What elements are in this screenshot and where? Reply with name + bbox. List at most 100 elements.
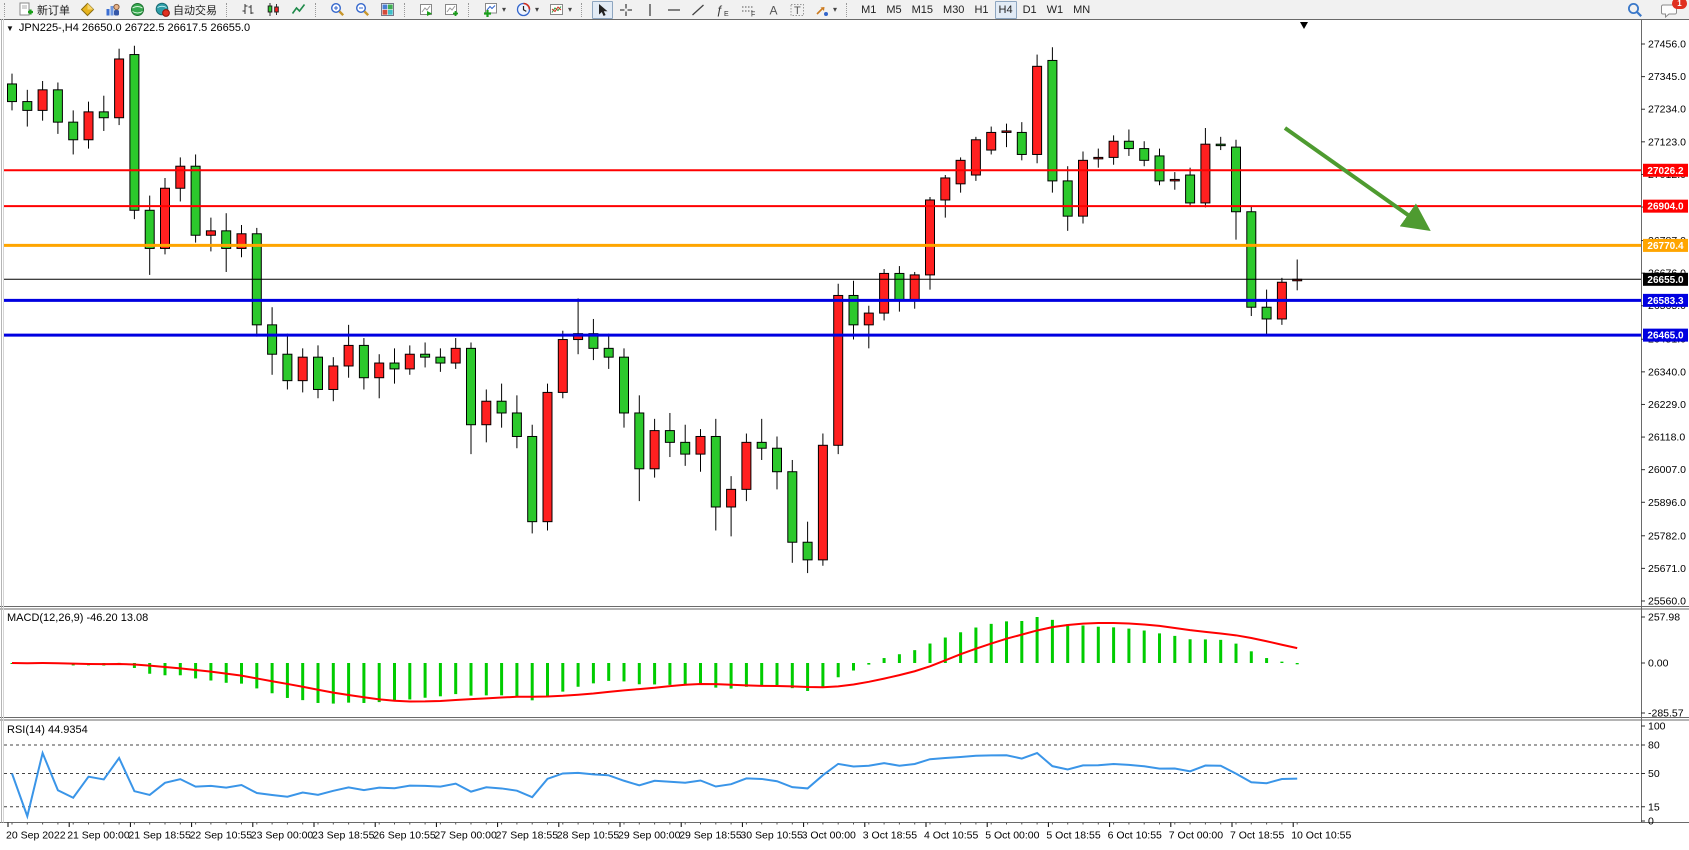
- candle: [420, 353, 431, 358]
- toolbar-separator: [581, 2, 588, 17]
- svg-text:3 Oct 18:55: 3 Oct 18:55: [863, 830, 917, 842]
- indicator-list-icon: [80, 2, 95, 17]
- text-button[interactable]: A: [763, 1, 784, 19]
- svg-text:26118.0: 26118.0: [1648, 432, 1685, 444]
- tile-windows-button[interactable]: [376, 1, 399, 19]
- price-badge: [1643, 163, 1688, 177]
- svg-text:25782.0: 25782.0: [1648, 530, 1686, 542]
- svg-text:27 Sep 18:55: 27 Sep 18:55: [496, 830, 559, 842]
- crosshair-button[interactable]: [615, 1, 637, 19]
- vertical-line-button[interactable]: [639, 1, 661, 19]
- candlestick-chart-button[interactable]: [262, 1, 285, 19]
- candle: [726, 488, 737, 508]
- zoom-out-button[interactable]: [351, 1, 374, 19]
- candle: [603, 347, 614, 358]
- macd-axis[interactable]: 257.98 0.00 -285.57: [1641, 612, 1684, 720]
- svg-text:10 Oct 10:55: 10 Oct 10:55: [1291, 830, 1351, 842]
- channel-button[interactable]: F: [737, 1, 761, 19]
- line-chart-button[interactable]: [287, 1, 310, 19]
- collapse-triangle-icon[interactable]: ▼: [6, 23, 14, 33]
- timeframe-button-m30[interactable]: M30: [939, 1, 968, 19]
- zoom-in-button[interactable]: [326, 1, 349, 19]
- dropdown-arrow-icon[interactable]: ▾: [568, 5, 573, 14]
- new-chart-button[interactable]: ▾: [479, 1, 510, 19]
- svg-text:6 Oct 10:55: 6 Oct 10:55: [1108, 830, 1162, 842]
- horizontal-line-button[interactable]: [663, 1, 685, 19]
- chart-shift-button[interactable]: [440, 1, 463, 19]
- chart-window[interactable]: ▼ JPN225-,H4 26650.0 26722.5 26617.5 266…: [0, 19, 1689, 850]
- templates-button[interactable]: ▾: [545, 1, 576, 19]
- candle: [940, 177, 951, 201]
- timeframe-button-d1[interactable]: D1: [1019, 1, 1041, 19]
- svg-text:26007.0: 26007.0: [1648, 464, 1686, 476]
- price-level-lines[interactable]: 27026.2 26904.0 26770.4 26655.0 26583.3 26465…: [4, 163, 1688, 342]
- timeframe-button-h4[interactable]: H4: [994, 0, 1017, 19]
- bar-chart-button[interactable]: [237, 1, 260, 19]
- arrows-button[interactable]: ▾: [811, 1, 841, 19]
- candle: [1200, 143, 1211, 204]
- symbol-info-bar[interactable]: ▼ JPN225-,H4 26650.0 26722.5 26617.5 266…: [6, 22, 250, 34]
- svg-text:27123.0: 27123.0: [1648, 136, 1686, 148]
- timeframe-button-m5[interactable]: M5: [882, 1, 905, 19]
- main-toolbar: 新订单 自动交易 ▾ ▾ ▾ ƒ E F A T ▾ M1 M5 M15 M30 H1 H4 D1 W1 MN 1: [0, 0, 1689, 20]
- timeframe-label: W1: [1046, 3, 1064, 16]
- svg-text:3 Oct 00:00: 3 Oct 00:00: [802, 830, 856, 842]
- notifications-button[interactable]: 1: [1657, 0, 1687, 19]
- cursor-icon: [599, 3, 608, 16]
- candle: [833, 294, 844, 446]
- svg-text:22 Sep 10:55: 22 Sep 10:55: [190, 830, 253, 842]
- candle: [68, 121, 79, 141]
- search-icon: [1628, 2, 1642, 17]
- timeframe-button-mn[interactable]: MN: [1069, 1, 1094, 19]
- candle: [557, 339, 568, 393]
- candle: [313, 356, 323, 390]
- rsi-axis[interactable]: 100 80 50 15 0: [1641, 721, 1666, 828]
- candle: [205, 230, 216, 236]
- candle: [83, 111, 94, 141]
- trend-arrow-annotation[interactable]: [1283, 126, 1431, 232]
- search-button[interactable]: [1623, 1, 1647, 19]
- dropdown-arrow-icon[interactable]: ▾: [833, 5, 838, 14]
- timeframe-button-m1[interactable]: M1: [857, 1, 880, 19]
- trendline-button[interactable]: [687, 1, 709, 19]
- candle: [986, 131, 997, 151]
- timeframe-button-h1[interactable]: H1: [970, 1, 992, 19]
- svg-text:30 Sep 10:55: 30 Sep 10:55: [740, 830, 803, 842]
- timeframe-button-m15[interactable]: M15: [908, 1, 937, 19]
- candle: [772, 447, 782, 473]
- candle: [787, 471, 798, 543]
- indicator-list-button[interactable]: [76, 1, 99, 19]
- candle: [970, 139, 981, 176]
- candle: [496, 400, 507, 414]
- svg-text:0: 0: [1648, 816, 1654, 828]
- dropdown-arrow-icon[interactable]: ▾: [502, 5, 507, 14]
- candle: [1139, 148, 1150, 161]
- chart-shift-icon: [445, 4, 458, 16]
- candle: [282, 353, 293, 382]
- text-label-button[interactable]: T: [786, 1, 809, 19]
- candle: [450, 347, 461, 364]
- candle: [466, 347, 476, 426]
- auto-scroll-button[interactable]: [415, 1, 438, 19]
- timeframe-button-w1[interactable]: W1: [1043, 1, 1068, 19]
- dropdown-arrow-icon[interactable]: ▾: [535, 5, 540, 14]
- svg-text:27345.0: 27345.0: [1648, 71, 1686, 83]
- auto-trading-button[interactable]: 自动交易: [151, 1, 221, 19]
- navigator-button[interactable]: [126, 1, 149, 19]
- market-watch-button[interactable]: [101, 1, 124, 19]
- svg-text:25896.0: 25896.0: [1648, 497, 1686, 509]
- toolbar-separator: [468, 2, 475, 17]
- candle: [879, 272, 890, 314]
- new-order-button[interactable]: 新订单: [15, 1, 74, 19]
- candle: [98, 111, 109, 119]
- candle: [1169, 178, 1180, 182]
- cursor-button[interactable]: [592, 0, 614, 19]
- auto-trading-button-label: 自动交易: [173, 4, 217, 17]
- candle: [374, 362, 385, 379]
- chart-canvas[interactable]: 27456.027345.027234.027123.027012.026901…: [0, 19, 1689, 850]
- macd-indicator-label: MACD(12,26,9) -46.20 13.08: [7, 612, 149, 624]
- periods-button[interactable]: ▾: [512, 1, 543, 19]
- candle: [435, 356, 446, 364]
